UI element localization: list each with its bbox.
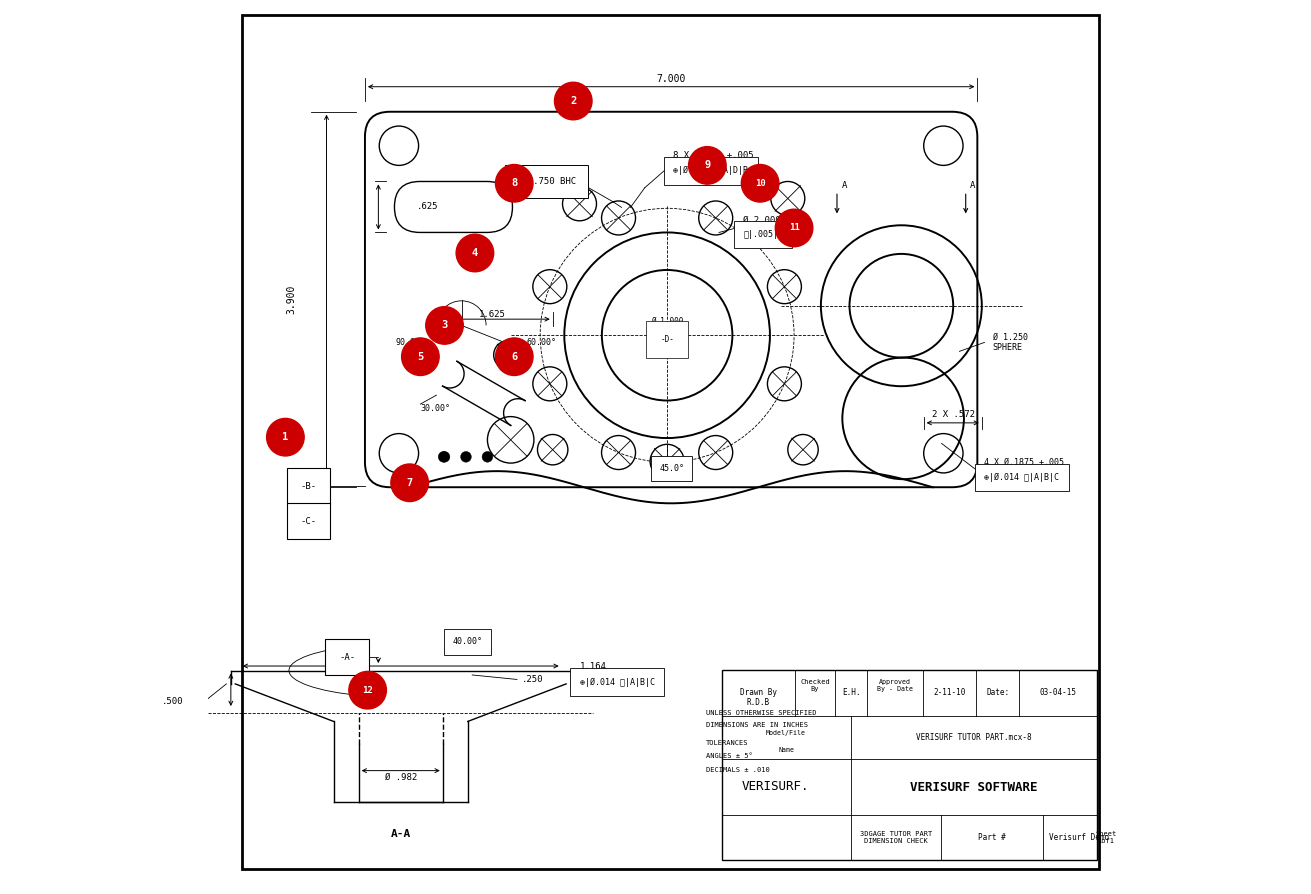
Circle shape [775,209,813,247]
Bar [721,670,1097,860]
Text: VERISURF SOFTWARE: VERISURF SOFTWARE [910,780,1038,794]
Text: Checked
By: Checked By [800,679,830,692]
Circle shape [456,234,494,272]
Circle shape [439,451,450,462]
Text: 2 X .572: 2 X .572 [932,410,974,419]
Circle shape [555,82,593,120]
Circle shape [391,464,429,502]
Text: Ø 1.250
SPHERE: Ø 1.250 SPHERE [992,333,1028,352]
Text: Drawn By: Drawn By [739,688,777,697]
Text: A: A [842,181,847,190]
Text: E.H.: E.H. [842,688,860,697]
Text: -A-: -A- [340,653,355,662]
Circle shape [401,338,439,375]
Text: 8 X Ø.375 +.005: 8 X Ø.375 +.005 [674,151,754,160]
Circle shape [496,338,534,375]
Text: Verisurf Demo: Verisurf Demo [1049,833,1109,842]
Text: 7.000: 7.000 [657,73,686,84]
Text: 30.00°: 30.00° [421,404,451,413]
Text: R.D.B: R.D.B [747,697,770,706]
Text: Ø .982: Ø .982 [384,772,417,781]
Text: 60.00°: 60.00° [527,338,557,347]
Text: 03-04-15: 03-04-15 [1040,688,1076,697]
Text: 5: 5 [417,351,423,362]
Text: VERISURF TUTOR PART.mcx-8: VERISURF TUTOR PART.mcx-8 [916,733,1032,742]
Text: 8: 8 [511,178,518,189]
Text: .250: .250 [522,675,543,684]
Text: 3.900: 3.900 [287,285,296,314]
Text: 12: 12 [362,686,374,695]
Text: ANGLES ± 5°: ANGLES ± 5° [705,754,753,759]
Text: Ø 2.000: Ø 2.000 [743,215,781,224]
Text: -C-: -C- [300,517,317,526]
Circle shape [266,418,304,456]
Text: 1.164: 1.164 [579,662,607,670]
Text: 11: 11 [789,224,800,232]
Text: 2-11-10: 2-11-10 [933,688,966,697]
Text: -D-: -D- [661,335,674,344]
Text: Approved
By - Date: Approved By - Date [877,679,912,692]
Text: Ⓡ|.005|D: Ⓡ|.005|D [743,230,783,239]
Text: 2: 2 [570,96,577,106]
Circle shape [496,164,534,202]
Text: 9: 9 [704,160,711,171]
Text: 90.00°: 90.00° [396,338,426,347]
Text: DIMENSIONS ARE IN INCHES: DIMENSIONS ARE IN INCHES [705,722,808,728]
Circle shape [482,451,493,462]
Text: .625: .625 [417,202,438,212]
Text: Model/File: Model/File [766,730,806,737]
Text: 45.0°: 45.0° [659,464,684,473]
Text: 10: 10 [755,179,766,188]
Circle shape [426,307,463,344]
Circle shape [460,451,472,462]
Circle shape [741,164,779,202]
Text: 4: 4 [472,248,479,258]
Text: TOLERANCES: TOLERANCES [705,740,749,746]
Circle shape [349,671,387,709]
Text: ⊕|Ø.014 Ⓡ|A|B|C: ⊕|Ø.014 Ⓡ|A|B|C [579,678,654,687]
Text: 1: 1 [282,432,288,443]
Text: A-A: A-A [391,829,410,839]
Circle shape [688,147,726,184]
Text: ⊕|Ø.014 Ⓡ|A|D|B: ⊕|Ø.014 Ⓡ|A|D|B [674,166,749,175]
Text: ⊕|Ø.014 Ⓡ|A|B|C: ⊕|Ø.014 Ⓡ|A|B|C [985,473,1059,482]
Circle shape [438,451,448,462]
Text: DECIMALS ± .010: DECIMALS ± .010 [705,767,770,772]
Text: 1.625: 1.625 [480,310,506,319]
Text: 6: 6 [511,351,518,362]
Text: Name: Name [777,747,794,754]
Text: 4 X Ø.1875 +.005: 4 X Ø.1875 +.005 [985,458,1065,467]
Text: Sheet
1of1: Sheet 1of1 [1096,831,1117,844]
Text: Date:: Date: [986,688,1009,697]
Text: VERISURF.: VERISURF. [741,780,809,793]
Text: 40.00°: 40.00° [452,637,482,646]
Text: 3DGAGE TUTOR PART
DIMENSION CHECK: 3DGAGE TUTOR PART DIMENSION CHECK [860,831,932,844]
Text: Part #: Part # [978,833,1006,842]
Text: UNLESS OTHERWISE SPECIFIED: UNLESS OTHERWISE SPECIFIED [705,710,815,715]
Text: Ø 1.000: Ø 1.000 [652,316,683,325]
Text: .500: .500 [163,697,184,706]
Text: 3: 3 [442,320,447,331]
Text: -B-: -B- [300,482,317,491]
Text: Ø 2.750 BHC: Ø 2.750 BHC [517,177,576,186]
Text: A: A [970,181,975,190]
Text: 7: 7 [406,477,413,488]
